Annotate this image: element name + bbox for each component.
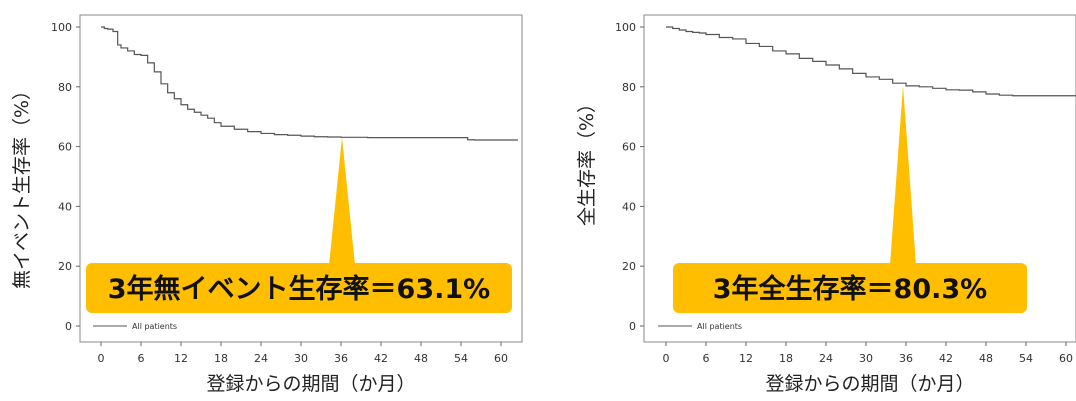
legend-label: All patients <box>132 322 177 331</box>
y-tick-label: 0 <box>65 320 72 333</box>
y-axis-title: 全生存率（%） <box>576 94 598 226</box>
y-tick-label: 40 <box>622 200 636 213</box>
y-tick-label: 80 <box>622 81 636 94</box>
x-tick-label: 30 <box>294 352 308 365</box>
x-tick-label: 42 <box>939 352 953 365</box>
x-tick-label: 48 <box>979 352 993 365</box>
y-tick-label: 60 <box>58 141 72 154</box>
y-tick-label: 40 <box>58 200 72 213</box>
x-tick-label: 12 <box>739 352 753 365</box>
x-tick-label: 24 <box>819 352 833 365</box>
x-tick-label: 42 <box>374 352 388 365</box>
x-tick-label: 54 <box>1019 352 1033 365</box>
x-tick-label: 24 <box>254 352 268 365</box>
y-tick-label: 20 <box>58 260 72 273</box>
y-tick-label: 60 <box>622 141 636 154</box>
x-tick-label: 36 <box>334 352 348 365</box>
os-chart-panel: 0 20 40 60 80 100 0 6 12 18 24 30 36 42 48 54 60 登録からの期間（… <box>565 0 1076 401</box>
callout-text: 3年全生存率＝80.3% <box>713 273 987 305</box>
y-axis-title: 無イベント生存率（%） <box>11 81 33 289</box>
efs-chart: 0 20 40 60 80 100 0 6 12 18 24 30 36 42 48 54 60 登録からの期間（… <box>11 14 523 395</box>
x-tick-label: 6 <box>138 352 145 365</box>
x-tick-label: 6 <box>703 352 710 365</box>
x-tick-label: 48 <box>414 352 428 365</box>
x-tick-label: 60 <box>494 352 508 365</box>
y-tick-label: 0 <box>629 320 636 333</box>
callout-box <box>86 263 512 313</box>
x-tick-label: 18 <box>779 352 793 365</box>
callout-text: 3年無イベント生存率＝63.1% <box>108 273 490 305</box>
x-tick-label: 60 <box>1059 352 1073 365</box>
os-chart: 0 20 40 60 80 100 0 6 12 18 24 30 36 42 48 54 60 登録からの期間（… <box>576 14 1076 395</box>
legend-label: All patients <box>697 322 742 331</box>
survival-curve-all-patients <box>666 26 1076 97</box>
y-tick-label: 100 <box>51 21 72 34</box>
survival-curve-all-patients <box>101 26 518 141</box>
x-axis-title: 登録からの期間（か月） <box>765 373 974 395</box>
y-tick-label: 20 <box>622 260 636 273</box>
efs-chart-panel: 0 20 40 60 80 100 0 6 12 18 24 30 36 42 48 54 60 登録からの期間（… <box>11 14 523 395</box>
callout-pointer <box>329 137 355 265</box>
x-tick-label: 30 <box>859 352 873 365</box>
x-tick-label: 0 <box>98 352 105 365</box>
x-tick-label: 36 <box>899 352 913 365</box>
callout-pointer <box>890 85 916 265</box>
y-tick-label: 80 <box>58 81 72 94</box>
x-tick-label: 12 <box>174 352 188 365</box>
x-tick-label: 0 <box>663 352 670 365</box>
x-tick-label: 54 <box>454 352 468 365</box>
x-tick-label: 18 <box>214 352 228 365</box>
y-tick-label: 100 <box>615 21 636 34</box>
callout-box <box>673 263 1027 313</box>
x-axis-title: 登録からの期間（か月） <box>206 373 415 395</box>
